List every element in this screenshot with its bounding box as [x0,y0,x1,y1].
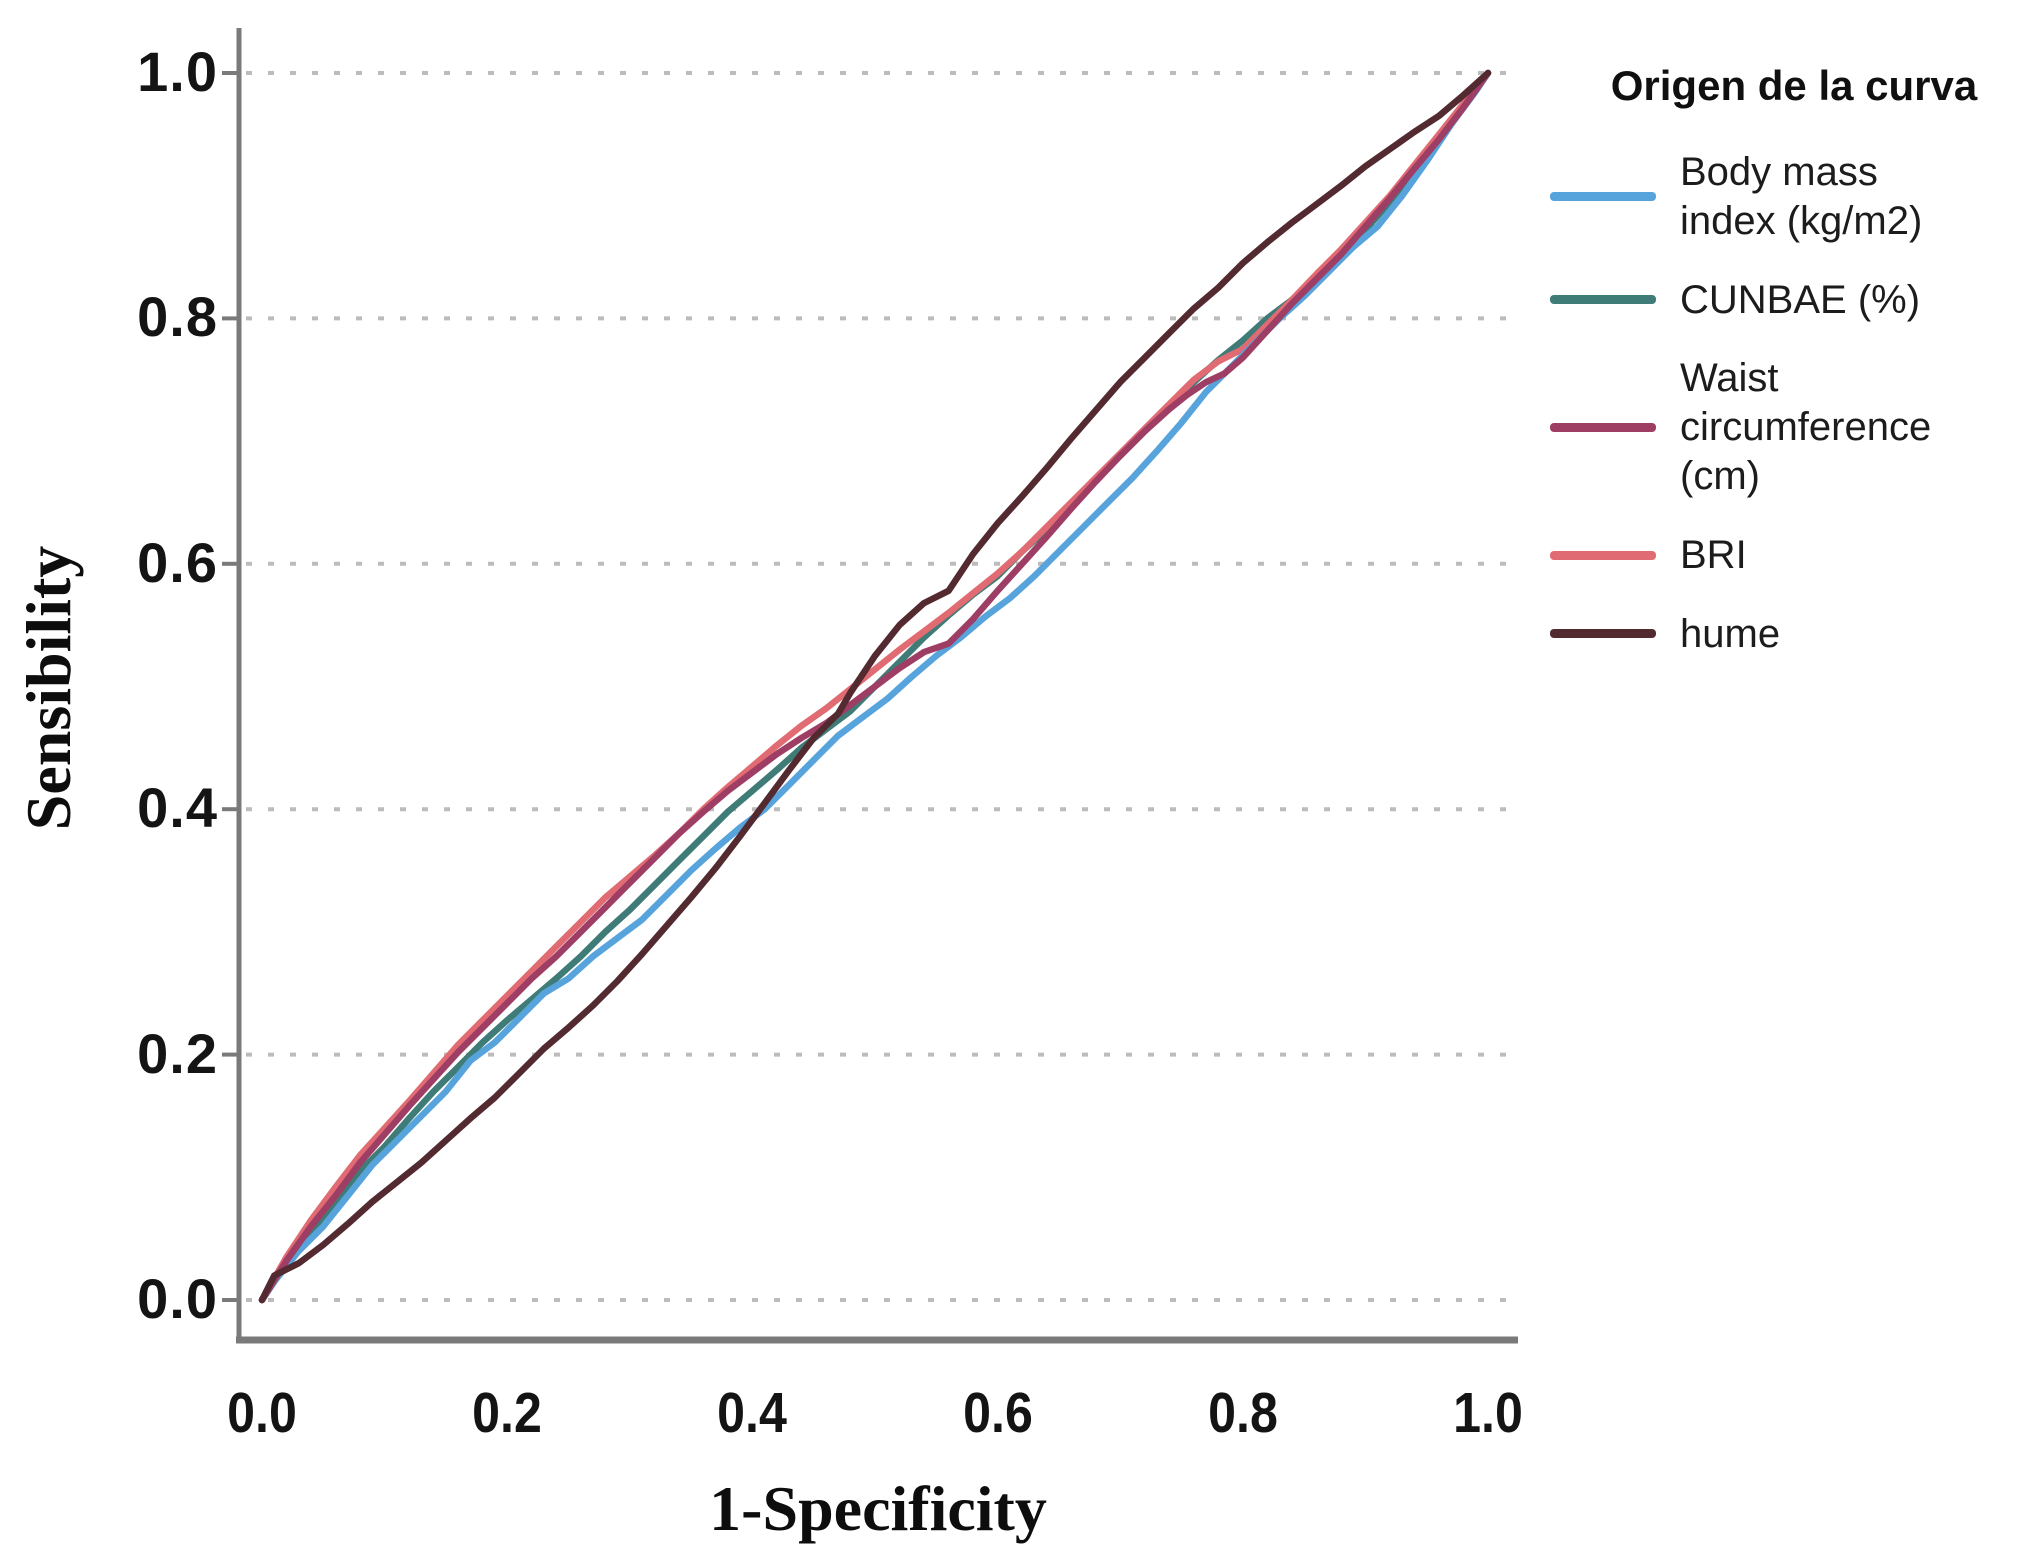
x-axis-title: 1-Specificity [709,1473,1047,1544]
y-axis-title: Sensibility [13,545,84,831]
cunbae-swatch [1550,295,1656,305]
curve-hume [258,69,1492,1304]
y-tick-label: 0.2 [137,1021,218,1085]
x-tick-label: 0.6 [962,1381,1033,1445]
legend-item-label: BRI [1680,532,1747,577]
legend-title: Origen de la curva [1610,62,1978,109]
x-tick-label: 0.0 [227,1381,297,1445]
legend: Origen de la curva Body mass index (kg/m… [1550,62,2035,688]
legend-item-bri: BRI [1550,531,2035,580]
hume-swatch [1550,629,1656,639]
bri-swatch [1550,550,1656,560]
y-tick-label: 0.0 [137,1267,218,1330]
waist-swatch [1550,423,1656,433]
y-tick-label: 1.0 [137,40,218,103]
legend-list: Body mass index (kg/m2) CUNBAE (%) Waist… [1550,148,2035,658]
curve-waist [258,69,1492,1304]
legend-item-label: Body mass index (kg/m2) [1680,150,1923,243]
legend-item-bmi: Body mass index (kg/m2) [1550,148,2035,246]
x-tick-label: 0.4 [717,1381,788,1445]
legend-item-label: CUNBAE (%) [1680,277,1921,322]
x-tick-label: 0.2 [472,1381,543,1445]
legend-item-label: Waist circumference (cm) [1680,356,1932,498]
legend-item-label: hume [1680,611,1781,656]
y-tick-label: 0.8 [137,285,218,349]
x-tick-label: 1.0 [1453,1381,1523,1445]
x-tick-label: 0.8 [1207,1381,1278,1445]
y-tick-label: 0.4 [137,776,218,840]
legend-item-cunbae: CUNBAE (%) [1550,276,2035,325]
legend-item-hume: hume [1550,610,2035,659]
y-tick-label: 0.6 [137,530,218,594]
bmi-swatch [1550,192,1656,202]
legend-item-waist: Waist circumference (cm) [1550,354,2035,500]
